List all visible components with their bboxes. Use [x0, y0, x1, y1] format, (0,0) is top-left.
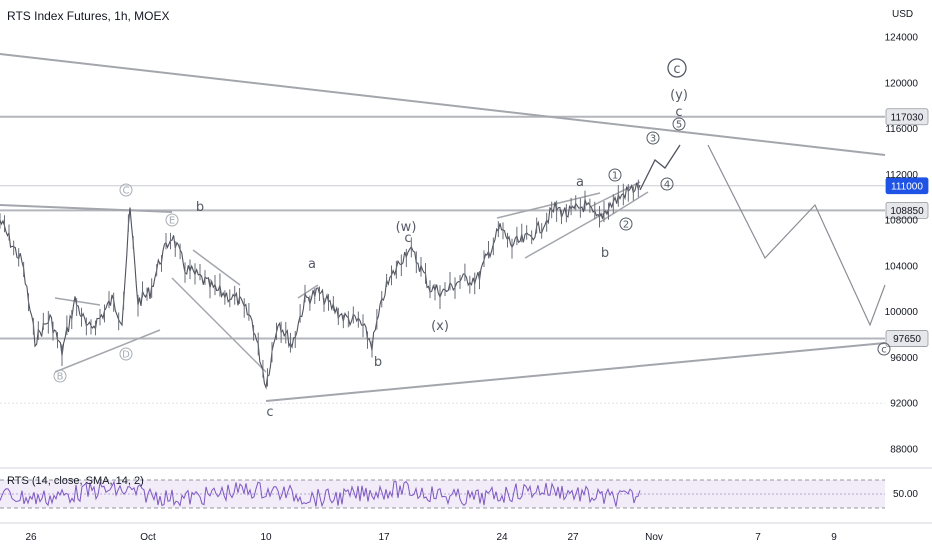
wave-label[interactable]: c: [266, 405, 273, 420]
price-tick-label: 88000: [890, 445, 918, 456]
date-tick-label: 7: [755, 532, 761, 543]
wave-label[interactable]: C: [123, 186, 130, 197]
price-axis: 124000 120000 116000 112000 108000 104000 1000…: [885, 33, 919, 456]
price-tick-label: 116000: [885, 124, 918, 135]
wave-label[interactable]: c: [673, 62, 680, 77]
trendline[interactable]: [297, 284, 319, 299]
price-level-badge: [885, 108, 929, 126]
date-tick-label: 26: [25, 532, 37, 543]
rsi-pane: 50.00: [0, 467, 932, 509]
wave-label[interactable]: b: [196, 200, 204, 215]
date-tick-label: 9: [831, 532, 837, 543]
date-tick-label: 24: [496, 532, 508, 543]
wave-projection: [639, 144, 886, 327]
wave-label-circle: [608, 168, 622, 182]
projection-path: [707, 144, 886, 327]
trendline[interactable]: [0, 204, 173, 213]
price-level-label: 111000: [891, 181, 923, 192]
date-axis: 26 Oct 10 17 24 27 Nov 7 9: [0, 522, 932, 543]
price-level-label: 117030: [891, 112, 924, 123]
wave-label-circle: [119, 347, 133, 361]
trendline[interactable]: [0, 53, 886, 156]
price-tick-label: 108000: [885, 216, 919, 227]
wave-label[interactable]: b: [374, 355, 382, 370]
wave-label[interactable]: a: [308, 257, 316, 272]
wave-label-circle: [667, 58, 687, 78]
price-level-label: 97650: [893, 334, 921, 345]
wave-label[interactable]: 4: [664, 180, 670, 191]
trendline[interactable]: [496, 192, 601, 219]
wave-label-circle: [53, 369, 67, 383]
price-tick-label: 104000: [885, 261, 919, 272]
price-level-label: 108850: [890, 206, 924, 217]
wave-label[interactable]: (x): [431, 319, 449, 334]
wave-label-circle: [672, 117, 686, 131]
rsi-tick-label: 50.00: [893, 489, 918, 500]
wave-label-circle: [877, 342, 891, 356]
trendlines: [0, 53, 886, 402]
date-tick-label: Nov: [645, 532, 663, 543]
wave-label[interactable]: 3: [650, 134, 656, 145]
date-tick-label: 10: [260, 532, 272, 543]
wave-label[interactable]: 1: [612, 171, 618, 182]
trendline[interactable]: [265, 342, 886, 402]
projection-path: [639, 144, 681, 191]
wave-label[interactable]: E: [169, 216, 175, 227]
price-tick-label: 112000: [885, 170, 918, 181]
chart-title: RTS Index Futures, 1h, MOEX: [7, 9, 170, 23]
price-tick-label: 120000: [885, 78, 919, 89]
wave-label[interactable]: B: [57, 372, 64, 383]
wave-label-circle: [619, 217, 633, 231]
wave-label-circle: [660, 177, 674, 191]
wave-label-circle: [119, 183, 133, 197]
wave-label[interactable]: c: [404, 231, 411, 246]
trendline[interactable]: [171, 277, 267, 373]
rsi-line: [0, 480, 641, 508]
wave-label-circle: [165, 213, 179, 227]
wave-label[interactable]: b: [601, 246, 609, 261]
price-tick-label: 96000: [890, 353, 918, 364]
price-tick-label: 92000: [890, 399, 918, 410]
currency-label: USD: [892, 9, 914, 20]
date-tick-label: 27: [567, 532, 579, 543]
price-series: [0, 179, 641, 390]
price-tick-label: 100000: [885, 307, 919, 318]
date-tick-label: Oct: [140, 532, 156, 543]
rsi-indicator-label[interactable]: RTS (14, close, SMA, 14, 2): [7, 475, 144, 487]
price-level-badge: [885, 201, 929, 219]
wave-label-circle: [646, 131, 660, 145]
price-level-badge: [885, 330, 929, 347]
trendline[interactable]: [54, 297, 101, 306]
trendline[interactable]: [524, 209, 611, 259]
trendline[interactable]: [192, 249, 241, 286]
wave-label[interactable]: c: [675, 105, 682, 120]
wave-label[interactable]: (y): [670, 88, 688, 103]
date-tick-label: 17: [378, 532, 390, 543]
price-line: [0, 182, 641, 390]
wave-label[interactable]: c: [881, 345, 887, 356]
wave-label[interactable]: a: [576, 175, 584, 190]
wave-label[interactable]: 2: [623, 220, 629, 231]
price-level-badge: [885, 177, 929, 195]
wave-label[interactable]: (w): [396, 220, 417, 235]
wave-label[interactable]: D: [122, 350, 130, 361]
horizontal-price-lines: 117030 111000 108850 97650: [0, 108, 929, 347]
price-tick-label: 124000: [885, 33, 919, 44]
wave-label[interactable]: 5: [676, 120, 682, 131]
trendline[interactable]: [54, 329, 161, 373]
